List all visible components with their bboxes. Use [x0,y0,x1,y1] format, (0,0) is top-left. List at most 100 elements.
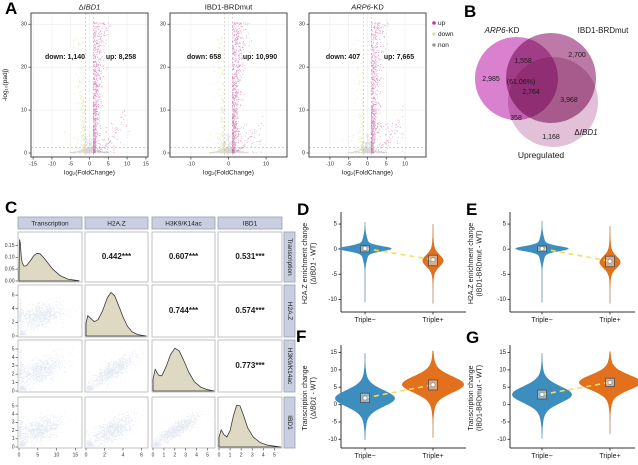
svg-text:2: 2 [12,372,15,378]
svg-text:4: 4 [12,411,15,417]
svg-text:H2A.Z enrichment change: H2A.Z enrichment change [302,223,309,304]
svg-text:2,700: 2,700 [568,52,586,59]
svg-text:-5: -5 [501,420,507,426]
volcano-plot-2: -10 -5 0 5 10 0 10 20 30 ARP6-KD log₂(FoldChange) d… [299,3,427,177]
svg-text:10: 10 [299,108,305,114]
svg-text:-5: -5 [346,162,351,168]
svg-text:30: 30 [299,22,305,28]
svg-text:6: 6 [12,292,15,298]
svg-text:0: 0 [18,453,21,459]
svg-text:0.574***: 0.574*** [235,306,265,315]
svg-text:Triple−: Triple− [354,317,375,324]
svg-text:0.10: 0.10 [5,255,15,261]
svg-text:Triple+: Triple+ [422,317,443,324]
svg-text:log₂(FoldChange): log₂(FoldChange) [203,170,254,177]
panel-label-a: A [5,0,18,18]
svg-text:-5: -5 [332,272,338,278]
panel-d-violin-plot: 5 0 -5 -10 H2A.Z enrichment change (ΔIBD1 - W… [302,212,466,324]
svg-text:up: 7,665: up: 7,665 [384,54,414,61]
svg-text:IBD1: IBD1 [243,221,258,228]
svg-text:(ΔIBD1 - WT): (ΔIBD1 - WT) [311,377,318,419]
svg-text:-10: -10 [187,162,195,168]
svg-text:5: 5 [36,453,39,459]
svg-text:log₂(FoldChange): log₂(FoldChange) [342,170,393,177]
svg-text:Transcription: Transcription [286,238,293,276]
svg-text:H2A.Z enrichment change: H2A.Z enrichment change [468,223,475,304]
svg-text:H2A.Z: H2A.Z [107,221,125,228]
svg-text:0: 0 [218,453,221,459]
svg-text:10: 10 [21,108,27,114]
svg-text:ARP6-KD: ARP6-KD [350,3,384,12]
svg-text:3: 3 [12,363,15,369]
svg-text:1: 1 [12,380,15,386]
svg-text:0.442***: 0.442*** [102,252,132,261]
svg-text:Transcription change: Transcription change [302,365,309,430]
svg-text:2: 2 [173,453,176,459]
svg-text:2: 2 [240,453,243,459]
svg-text:ΔIBD1: ΔIBD1 [79,3,101,12]
svg-text:4: 4 [262,453,265,459]
svg-text:30: 30 [21,22,27,28]
svg-text:5: 5 [334,385,338,391]
volcano-plot-1: -10 0 10 0 10 20 30 IBD1-BRDmut log₂(FoldChange)… [160,3,288,177]
svg-text:Upregulated: Upregulated [518,150,565,160]
svg-text:15: 15 [330,350,337,356]
panel-label-e: E [466,200,478,219]
svg-text:(IBD1-BRDmut - WT): (IBD1-BRDmut - WT) [477,365,484,431]
svg-text:ΔIBD1: ΔIBD1 [574,128,597,137]
svg-text:Triple−: Triple− [531,453,552,460]
svg-text:10: 10 [124,162,130,168]
svg-text:ARP6-KD: ARP6-KD [484,26,520,35]
svg-text:0: 0 [12,388,15,394]
svg-text:-log₁₀(padj): -log₁₀(padj) [2,69,9,101]
panel-label-c: C [5,198,18,217]
violin-triple-plus [579,351,638,435]
volcano-legend: up down non [432,20,454,49]
svg-text:(ΔIBD1 - WT): (ΔIBD1 - WT) [311,242,318,284]
violin-triple-minus [515,221,569,303]
svg-text:-5: -5 [501,272,507,278]
svg-text:0.744***: 0.744*** [169,306,199,315]
svg-text:down: 658: down: 658 [187,54,221,61]
svg-text:6: 6 [140,453,143,459]
svg-text:0.15: 0.15 [5,243,15,249]
panel-b-venn-diagram: ARP6-KD IBD1-BRDmut ΔIBD1 2,985 2,700 1,168 1,… [475,26,629,160]
panel-e-violin-plot: 5 0 -5 -10 H2A.Z enrichment change (IBD1-BRDm… [468,212,635,324]
svg-text:IBD1-BRDmut: IBD1-BRDmut [578,26,629,35]
svg-text:10: 10 [402,162,408,168]
svg-text:2,764: 2,764 [522,89,540,96]
svg-text:-10: -10 [326,162,334,168]
svg-text:5: 5 [334,222,338,228]
svg-text:Triple−: Triple− [531,317,552,324]
svg-text:1,558: 1,558 [514,58,532,65]
svg-text:10: 10 [54,453,60,459]
svg-text:5: 5 [385,162,388,168]
svg-text:Triple+: Triple+ [422,453,443,460]
svg-text:down: down [438,31,454,38]
svg-text:up: 10,990: up: 10,990 [243,54,277,61]
venn-circles [475,33,598,147]
svg-text:-10: -10 [328,437,337,443]
panel-g-violin-plot: 15 10 5 0 -5 -10 Transcription change (IBD1-BRD… [468,345,638,460]
svg-text:down: 1,140: down: 1,140 [45,54,85,61]
svg-text:0: 0 [503,247,507,253]
svg-text:Transcription: Transcription [31,221,69,228]
svg-text:1: 1 [229,453,232,459]
svg-text:4: 4 [195,453,198,459]
svg-text:0: 0 [366,162,369,168]
svg-text:0.05: 0.05 [5,266,15,272]
svg-text:5: 5 [273,453,276,459]
svg-text:-5: -5 [68,162,73,168]
svg-text:358: 358 [510,115,522,122]
svg-text:Triple+: Triple+ [599,453,620,460]
svg-text:10: 10 [160,108,166,114]
svg-text:-10: -10 [328,297,337,303]
svg-text:0: 0 [503,402,507,408]
svg-text:log₂(FoldChange): log₂(FoldChange) [64,170,115,177]
svg-text:0.607***: 0.607*** [169,252,199,261]
svg-text:15: 15 [143,162,149,168]
svg-text:Transcription change: Transcription change [468,365,475,430]
panel-c-scatterplot-matrix: Transcription H2A.Z H3K9/K14ac IBD1 Transcri… [5,216,296,459]
violin-triple-minus [338,222,392,303]
